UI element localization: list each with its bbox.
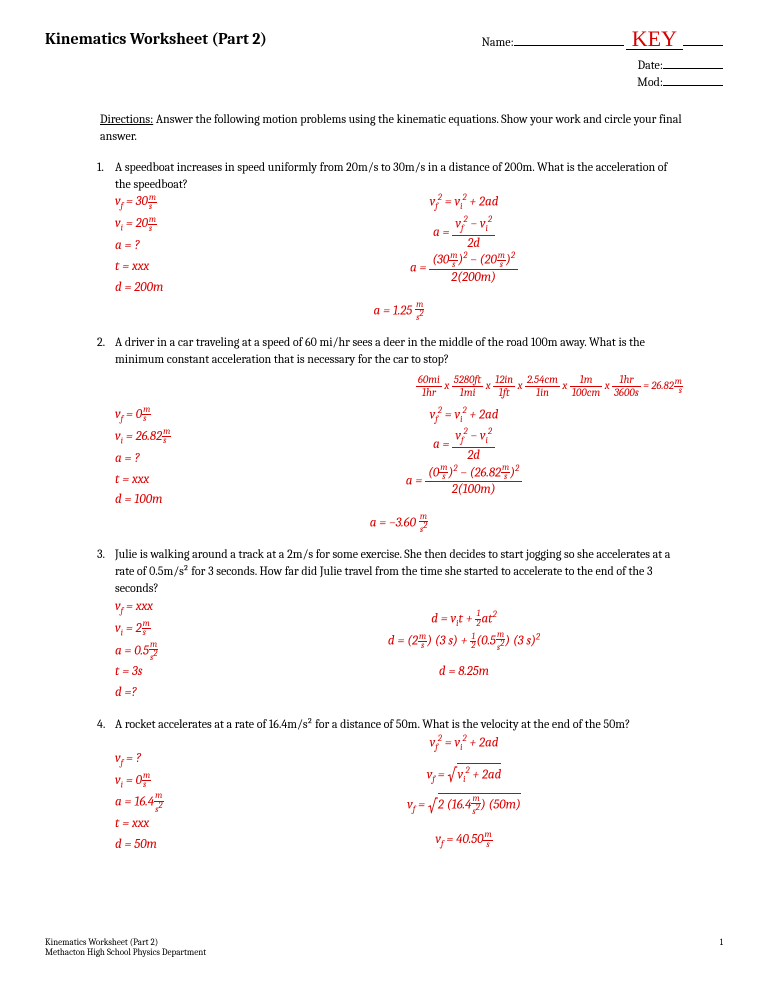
p3-q: Julie is walking around a track at a 2m/… [115,546,683,596]
p2-num: 2. [97,334,105,351]
p1-row: vf = 30ms vi = 20ms a = ? t = xxx d = 20… [115,192,683,298]
problem-4: 4. A rocket accelerates at a rate of 16.… [115,716,683,856]
p4-num: 4. [97,716,105,733]
name-blank [514,33,624,46]
directions-text: Answer the following motion problems usi… [100,112,682,143]
header: Kinematics Worksheet (Part 2) Name: KEY [45,30,723,50]
directions-label: Directions: [100,112,153,126]
title: Kinematics Worksheet (Part 2) [45,30,267,48]
problem-2: 2. A driver in a car traveling at a spee… [115,334,683,534]
footer-left: Kinematics Worksheet (Part 2) Methacton … [45,938,206,958]
key-blank [683,33,723,46]
p4-row: vf = ? vi = 0ms a = 16.4ms2 t = xxx d = … [115,733,683,856]
mod-label: Mod: [637,75,663,89]
p2-conv: 60mi1hr x 5280ft1mi x 12in1ft x 2.54cm1i… [115,374,683,399]
p2-given: vf = 0ms vi = 26.82ms a = ? t = xxx d = … [115,405,245,511]
date-blank [663,56,723,69]
p4-given: vf = ? vi = 0ms a = 16.4ms2 t = xxx d = … [115,749,245,856]
name-line: Name: KEY [482,30,723,50]
date-mod: Date: Mod: [45,56,723,92]
page: Kinematics Worksheet (Part 2) Name: KEY D… [0,0,768,888]
p4-work: vf2 = vi2 + 2ad vf = √vi2 + 2ad vf = √2 … [245,733,683,853]
p2-work: vf2 = vi2 + 2ad a = vf2 − vi22d a = (0ms… [245,405,683,498]
p2-q: A driver in a car traveling at a speed o… [115,334,683,368]
p4-q: A rocket accelerates at a rate of 16.4m/… [115,716,683,733]
p1-q: A speedboat increases in speed uniformly… [115,159,683,193]
p3-row: vf = xxx vi = 2ms a = 0.5ms2 t = 3s d =?… [115,597,683,704]
p3-num: 3. [97,546,105,563]
p2-row: vf = 0ms vi = 26.82ms a = ? t = xxx d = … [115,405,683,511]
p2-ans: a = −3.60 ms2 [115,513,683,534]
page-number: 1 [720,938,723,958]
p1-ans: a = 1.25 ms2 [115,301,683,322]
key-text: KEY [626,30,683,50]
name-label: Name: [482,35,514,49]
mod-blank [663,73,723,86]
p3-work: d = vit + 12at2 d = (2ms) (3 s) + 12(0.5… [245,597,683,682]
footer: Kinematics Worksheet (Part 2) Methacton … [45,938,723,958]
directions: Directions: Answer the following motion … [100,111,683,145]
p1-given: vf = 30ms vi = 20ms a = ? t = xxx d = 20… [115,192,245,298]
p1-num: 1. [97,159,104,176]
date-label: Date: [638,58,663,72]
problem-1: 1. A speedboat increases in speed unifor… [115,159,683,322]
p3-given: vf = xxx vi = 2ms a = 0.5ms2 t = 3s d =? [115,597,245,704]
problem-3: 3. Julie is walking around a track at a … [115,546,683,703]
p1-work: vf2 = vi2 + 2ad a = vf2 − vi22d a = (30m… [245,192,683,285]
